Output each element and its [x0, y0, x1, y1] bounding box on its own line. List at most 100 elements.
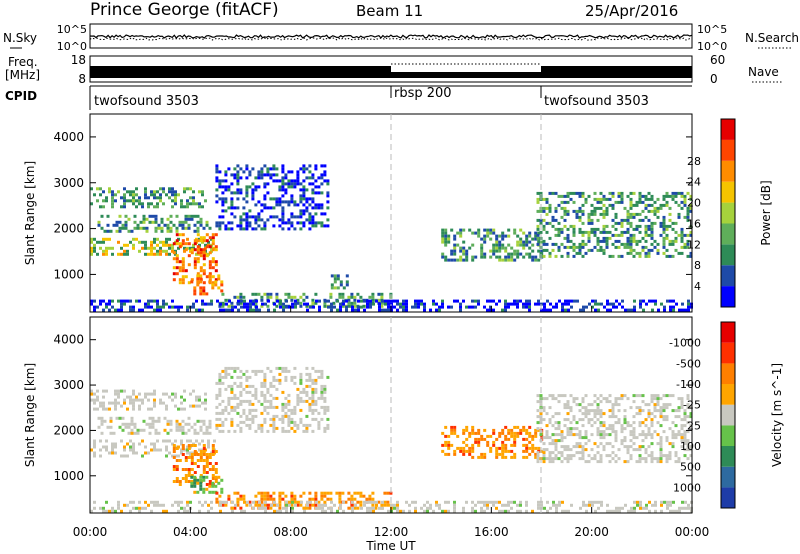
heatmap-cell — [575, 212, 579, 216]
heatmap-cell — [522, 428, 526, 432]
heatmap-cell — [581, 448, 585, 452]
heatmap-cell — [338, 491, 342, 495]
heatmap-cell — [147, 299, 150, 303]
heatmap-cell — [675, 509, 678, 513]
heatmap-cell — [240, 305, 243, 309]
heatmap-cell — [513, 425, 517, 429]
heatmap-cell — [630, 509, 633, 513]
heatmap-cell — [157, 431, 161, 435]
heatmap-cell — [180, 199, 183, 203]
heatmap-cell — [293, 375, 297, 379]
heatmap-cell — [105, 249, 108, 253]
heatmap-cell — [359, 500, 363, 504]
heatmap-cell — [201, 439, 204, 443]
heatmap-cell — [365, 497, 369, 501]
heatmap-cell — [187, 416, 191, 420]
heatmap-cell — [172, 465, 176, 468]
heatmap-cell — [151, 214, 155, 218]
heatmap-cell — [447, 237, 451, 241]
heatmap-cell — [447, 509, 450, 513]
heatmap-cell — [324, 509, 327, 513]
heatmap-cell — [668, 457, 672, 461]
heatmap-cell — [230, 301, 234, 305]
heatmap-cell — [187, 226, 191, 230]
colorbar-swatch — [721, 223, 735, 245]
heatmap-cell — [275, 405, 279, 409]
heatmap-cell — [299, 420, 303, 424]
heatmap-cell — [587, 194, 591, 198]
heatmap-cell — [254, 218, 258, 222]
heatmap-cell — [90, 237, 93, 241]
heatmap-cell — [557, 427, 561, 431]
heatmap-cell — [187, 456, 191, 459]
heatmap-cell — [563, 206, 567, 210]
heatmap-cell — [596, 445, 600, 449]
heatmap-cell — [590, 227, 594, 231]
heatmap-cell — [248, 224, 252, 228]
heatmap-cell — [254, 396, 258, 400]
heatmap-cell — [285, 503, 288, 507]
heatmap-cell — [260, 218, 264, 222]
heatmap-cell — [153, 398, 156, 402]
heatmap-cell — [135, 451, 138, 455]
heatmap-cell — [172, 480, 176, 483]
heatmap-cell — [575, 245, 579, 249]
heatmap-cell — [569, 457, 573, 461]
heatmap-cell — [242, 197, 246, 201]
heatmap-cell — [665, 406, 669, 410]
heatmap-cell — [384, 302, 387, 306]
heatmap-cell — [668, 394, 672, 398]
heatmap-cell — [260, 209, 264, 213]
heatmap-cell — [507, 255, 511, 259]
heatmap-cell — [537, 249, 541, 253]
heatmap-cell — [287, 420, 291, 424]
heatmap-cell — [638, 394, 642, 398]
heatmap-cell — [353, 491, 357, 495]
heatmap-cell — [651, 299, 654, 303]
heatmap-cell — [578, 442, 582, 446]
heatmap-cell — [680, 194, 684, 198]
heatmap-cell — [186, 305, 189, 309]
heatmap-cell — [138, 404, 141, 408]
heatmap-cell — [545, 221, 549, 225]
heatmap-cell — [315, 500, 318, 504]
heatmap-cell — [192, 302, 195, 306]
heatmap-cell — [596, 406, 600, 410]
heatmap-cell — [501, 509, 504, 513]
heatmap-cell — [199, 484, 203, 488]
heatmap-cell — [296, 182, 300, 186]
freq-band-3 — [541, 66, 692, 78]
heatmap-cell — [671, 227, 675, 231]
heatmap-cell — [566, 245, 570, 249]
heatmap-cell — [183, 389, 186, 393]
colorbar-swatch — [721, 404, 735, 426]
heatmap-cell — [686, 233, 690, 237]
heatmap-cell — [572, 415, 576, 419]
heatmap-cell — [221, 179, 225, 183]
heatmap-cell — [218, 423, 222, 427]
heatmap-cell — [548, 451, 552, 455]
heatmap-cell — [480, 237, 484, 241]
heatmap-cell — [528, 440, 532, 444]
heatmap-cell — [375, 299, 378, 303]
heatmap-cell — [275, 203, 279, 207]
y-tick-label: 1000 — [53, 267, 84, 281]
cpid-segment-3: twofsound 3503 — [544, 94, 649, 109]
heatmap-cell — [308, 221, 312, 225]
heatmap-cell — [233, 167, 237, 171]
heatmap-cell — [569, 394, 573, 398]
heatmap-cell — [208, 490, 212, 494]
heatmap-cell — [202, 251, 206, 255]
heatmap-cell — [483, 234, 487, 238]
heatmap-cell — [264, 302, 267, 306]
heatmap-cell — [144, 506, 147, 510]
heatmap-cell — [120, 454, 123, 458]
heatmap-cell — [345, 280, 349, 284]
heatmap-cell — [551, 433, 555, 437]
heatmap-cell — [177, 503, 180, 507]
heatmap-cell — [581, 239, 585, 243]
heatmap-cell — [111, 442, 114, 446]
heatmap-cell — [504, 308, 507, 312]
heatmap-cell — [132, 202, 135, 206]
heatmap-cell — [272, 417, 276, 421]
